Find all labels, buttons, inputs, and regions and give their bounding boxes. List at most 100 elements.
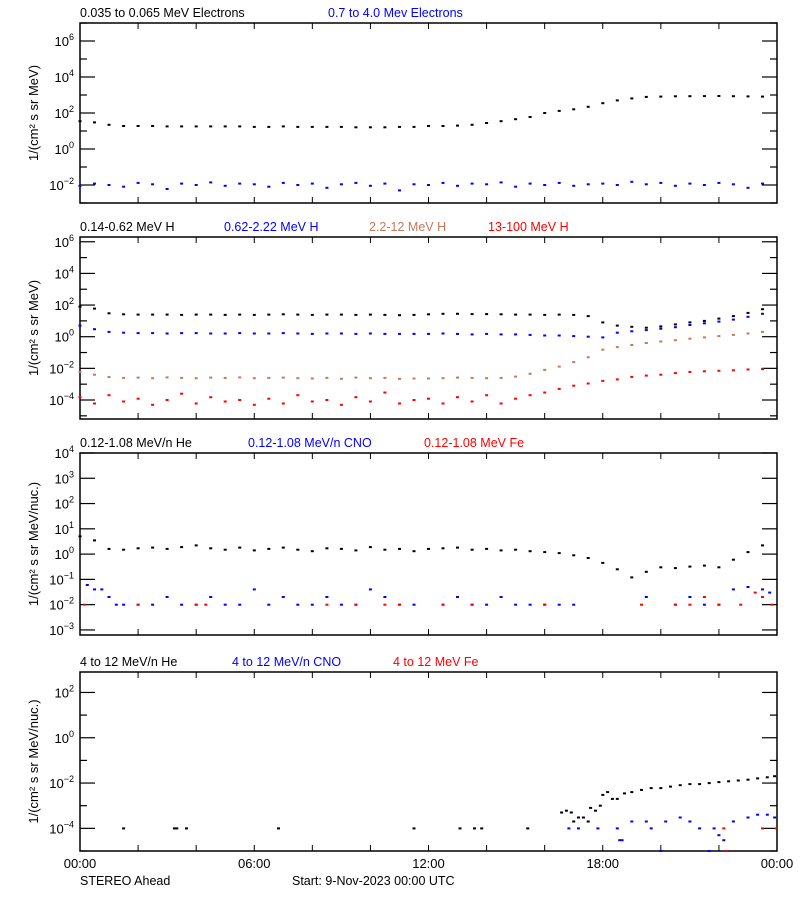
data-point: [339, 403, 343, 406]
series-0-12-1-08-mev-n-he: [78, 535, 764, 579]
data-point: [499, 181, 503, 184]
data-point: [310, 603, 314, 606]
data-point: [673, 95, 677, 98]
data-point: [209, 181, 213, 184]
data-point: [470, 400, 474, 403]
data-point: [151, 403, 155, 406]
data-point: [470, 313, 474, 316]
legend-entry: 13-100 MeV H: [488, 220, 569, 234]
data-point: [601, 561, 605, 564]
data-point: [577, 816, 580, 819]
data-point: [601, 321, 605, 324]
data-point: [165, 399, 169, 401]
data-point: [761, 544, 764, 547]
data-point: [252, 125, 256, 128]
data-point: [528, 550, 532, 553]
data-point: [180, 313, 184, 316]
y-axis-label: 1/(cm² s sr MeV): [26, 65, 41, 161]
data-point: [165, 547, 169, 550]
data-point: [412, 125, 416, 128]
data-point: [339, 183, 343, 186]
data-point: [180, 376, 184, 379]
data-point: [339, 332, 343, 335]
data-point: [560, 811, 564, 814]
data-point: [543, 112, 547, 114]
data-point: [194, 184, 198, 186]
data-point: [175, 827, 179, 830]
data-point: [572, 335, 576, 338]
legend-entry: 0.14-0.62 MeV H: [80, 220, 175, 234]
data-point: [644, 183, 648, 186]
data-point: [673, 184, 677, 187]
data-point: [586, 183, 590, 186]
data-point: [339, 313, 343, 316]
y-axis-label: 1/(cm² s sr MeV/nuc.): [26, 482, 41, 606]
data-point: [746, 315, 750, 318]
legend-entry: 0.12-1.08 MeV/n He: [80, 436, 192, 450]
data-point: [770, 603, 774, 606]
data-point: [209, 547, 213, 550]
data-point: [528, 116, 532, 118]
data-point: [441, 377, 445, 380]
data-point: [325, 596, 329, 598]
series-4-to-12-mev-n-cno: [567, 813, 777, 852]
data-point: [572, 820, 576, 823]
data-point: [194, 332, 198, 335]
data-point: [577, 827, 580, 830]
data-point: [151, 546, 155, 549]
data-point: [383, 596, 387, 598]
data-point: [151, 377, 155, 380]
data-point: [412, 332, 416, 335]
data-point: [136, 181, 140, 184]
data-point: [659, 325, 663, 328]
series-0-7-to-4-0-mev-electrons: [78, 180, 764, 192]
data-point: [209, 125, 213, 128]
data-point: [765, 813, 769, 816]
data-point: [669, 785, 672, 788]
data-point: [458, 827, 462, 830]
data-point: [596, 827, 600, 830]
data-point: [325, 186, 329, 189]
data-point: [252, 313, 256, 316]
data-point: [180, 392, 184, 395]
data-point: [223, 313, 227, 316]
panel-2: 10−4 10−2 100 102 104 106 1/(cm² s sr MeV) 0.14…: [26, 220, 778, 420]
y-tick-label: 104: [55, 264, 74, 281]
y-tick-label: 103: [55, 469, 74, 486]
data-point: [107, 184, 111, 186]
data-point: [739, 603, 743, 606]
data-point: [528, 313, 532, 316]
data-point: [514, 185, 518, 188]
data-point: [398, 189, 401, 192]
y-tick-label: 10−2: [49, 176, 74, 193]
data-point: [717, 181, 721, 184]
data-point: [678, 816, 682, 819]
data-point: [659, 850, 663, 852]
data-point: [339, 547, 343, 550]
data-point: [528, 394, 532, 397]
data-point: [267, 376, 271, 379]
data-point: [702, 95, 706, 98]
series-0-12-1-08-mev-fe: [83, 591, 774, 606]
data-point: [746, 332, 750, 335]
data-point: [618, 839, 622, 842]
data-point: [485, 183, 489, 186]
data-point: [615, 331, 619, 334]
data-point: [296, 603, 300, 606]
data-point: [678, 784, 682, 787]
data-point: [383, 376, 387, 379]
data-point: [281, 546, 285, 549]
data-point: [673, 603, 677, 606]
y-tick-label: 100: [55, 328, 74, 345]
data-point: [746, 586, 750, 588]
data-point: [557, 313, 561, 316]
data-point: [707, 850, 711, 852]
data-point: [499, 333, 503, 336]
y-tick-label: 10−4: [49, 819, 74, 836]
data-point: [761, 312, 764, 315]
data-point: [761, 368, 764, 371]
data-point: [398, 402, 401, 405]
data-point: [702, 322, 706, 325]
data-point: [93, 373, 96, 376]
